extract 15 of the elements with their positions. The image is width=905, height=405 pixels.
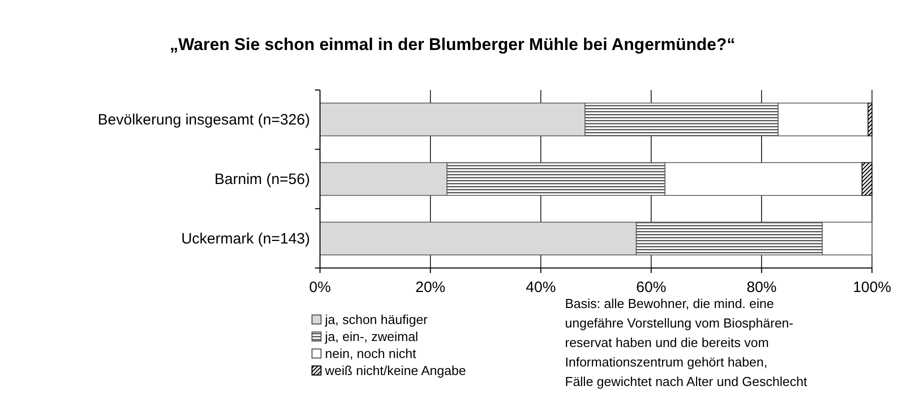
text: Basis: alle Bewohner, die mind. eine ungefähre Vorstellung vom Biosphären- reservat haben und die bereits vom Informationszentrum gehört haben, Fälle gewichtet nach Alter und Geschlecht <box>565 296 808 389</box>
y-tick-label: Uckermark (n=143) <box>181 230 310 248</box>
x-tick-label: 0% <box>309 279 331 296</box>
x-tick-label: 100% <box>852 279 892 296</box>
legend-label: weiß nicht/keine Angabe <box>324 363 466 378</box>
x-tick-label: 40% <box>526 279 556 296</box>
y-tick-label: Barnim (n=56) <box>214 171 310 188</box>
x-tick-label: 20% <box>415 279 446 296</box>
legend-label: nein, noch nicht <box>325 346 416 361</box>
chart-title: „Waren Sie schon einmal in der Blumberger Mühle bei Angermünde?“ <box>170 35 736 54</box>
x-tick-label: 80% <box>746 279 777 296</box>
y-tick-label: Bevölkerung insgesamt (n=326) <box>98 111 310 128</box>
legend-label: ja, schon häufiger <box>324 312 428 327</box>
legend-label: ja, ein-, zweimal <box>324 329 418 344</box>
x-tick-label: 60% <box>636 279 666 296</box>
